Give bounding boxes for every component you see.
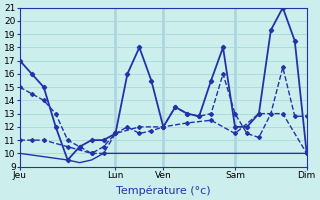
X-axis label: Température (°c): Température (°c) (116, 185, 211, 196)
